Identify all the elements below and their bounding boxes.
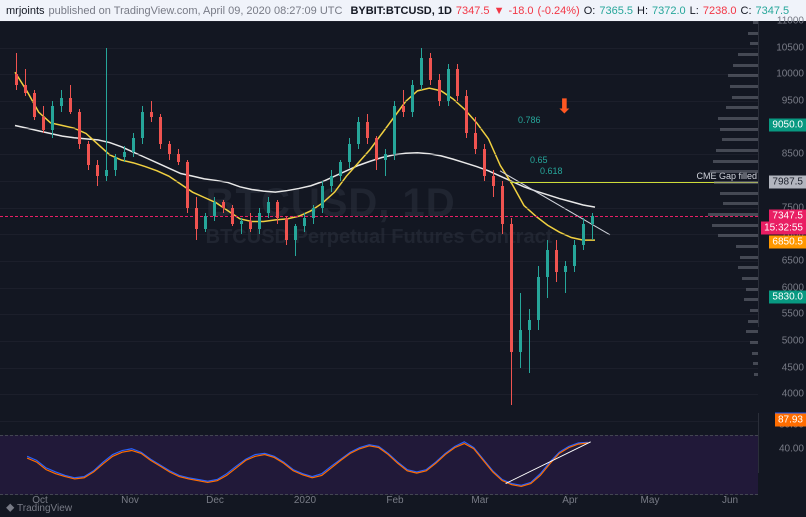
change: -18.0	[508, 5, 533, 17]
volume-profile-bar	[738, 53, 758, 56]
y-tick: 4000	[782, 389, 804, 400]
volume-profile-bar	[710, 170, 758, 173]
volume-profile-bar	[720, 192, 758, 195]
volume-profile-bar	[733, 64, 758, 67]
price-label: 9050.0	[769, 119, 806, 132]
y-tick: 5500	[782, 309, 804, 320]
volume-profile-bar	[726, 106, 758, 109]
x-tick: Apr	[562, 495, 578, 506]
price-label: 5830.0	[769, 290, 806, 303]
change-pct: (-0.24%)	[538, 5, 580, 17]
volume-profile-bar	[748, 320, 758, 323]
volume-profile-bar	[722, 138, 758, 141]
x-tick: Mar	[471, 495, 488, 506]
volume-profile-bar	[712, 224, 758, 227]
volume-profile-bar	[746, 330, 758, 333]
volume-profile-bar	[736, 245, 758, 248]
x-tick: Nov	[121, 495, 139, 506]
fib-label: 0.65	[530, 155, 548, 165]
price-pane[interactable]: BTCUSD, 1D BTCUSD Perpetual Futures Cont…	[0, 21, 806, 422]
volume-profile-bar	[750, 341, 758, 344]
volume-profile-bar	[730, 85, 758, 88]
volume-profile-bar	[742, 277, 758, 280]
ohlc-high: 7372.0	[652, 5, 686, 17]
fib-label: 0.786	[518, 115, 541, 125]
last-price: 7347.5	[456, 5, 490, 17]
price-axis[interactable]: 3500400045005000550060006500700075008000…	[758, 21, 806, 327]
volume-profile-bar	[714, 181, 758, 184]
x-tick: Dec	[206, 495, 224, 506]
volume-profile-bar	[718, 234, 758, 237]
y-tick: 9500	[782, 96, 804, 107]
x-tick: Jun	[722, 495, 738, 506]
volume-profile-bar	[720, 128, 758, 131]
volume-profile-bar	[753, 362, 758, 365]
volume-profile-bar	[744, 298, 758, 301]
price-label: 15:32:55	[761, 221, 806, 234]
y-tick: 11000	[777, 16, 804, 27]
oscillator-pane[interactable]: 40.0080.0089.4487.93	[0, 435, 806, 495]
y-tick: 5000	[782, 336, 804, 347]
volume-profile-bar	[713, 160, 758, 163]
volume-profile-bar	[740, 256, 758, 259]
osc-label: 87.93	[775, 414, 806, 427]
y-tick: 4500	[782, 362, 804, 373]
volume-profile-bar	[738, 266, 758, 269]
volume-profile-bar	[732, 96, 758, 99]
ohlc-low: 7238.0	[703, 5, 737, 17]
osc-tick: 40.00	[779, 444, 804, 455]
x-tick: Feb	[386, 495, 403, 506]
oscillator-axis[interactable]: 40.0080.0089.4487.93	[758, 413, 806, 473]
publish-info: published on TradingView.com, April 09, …	[49, 5, 343, 17]
volume-profile-bar	[718, 117, 758, 120]
volume-profile-bar	[748, 32, 758, 35]
y-tick: 6500	[782, 256, 804, 267]
fib-label: 0.618	[540, 166, 563, 176]
y-tick: 10500	[776, 42, 804, 53]
tradingview-logo: ⬥ TradingView	[6, 500, 72, 515]
x-tick: 2020	[294, 495, 316, 506]
horizontal-line	[0, 216, 758, 217]
volume-profile-bar	[750, 42, 758, 45]
symbol: BYBIT:BTCUSD, 1D	[350, 5, 451, 17]
y-tick: 8500	[782, 149, 804, 160]
arrow-down-icon: ⬇	[556, 94, 573, 119]
volume-profile-bar	[752, 352, 758, 355]
volume-profile-bar	[750, 309, 758, 312]
volume-profile-bar	[716, 149, 758, 152]
volume-profile-bar	[708, 213, 758, 216]
volume-profile-bar	[754, 373, 758, 376]
ohlc-open: 7365.5	[599, 5, 633, 17]
volume-profile-bar	[746, 288, 758, 291]
price-label: 7987.5	[769, 175, 806, 188]
volume-profile-bar	[728, 74, 758, 77]
y-tick: 10000	[776, 69, 804, 80]
price-label: 6850.5	[769, 236, 806, 249]
volume-profile-bar	[723, 202, 758, 205]
x-tick: May	[641, 495, 660, 506]
author: mrjoints	[6, 5, 45, 17]
time-axis[interactable]: OctNovDec2020FebMarAprMayJun	[0, 495, 758, 512]
chart-header: mrjoints published on TradingView.com, A…	[0, 0, 806, 21]
